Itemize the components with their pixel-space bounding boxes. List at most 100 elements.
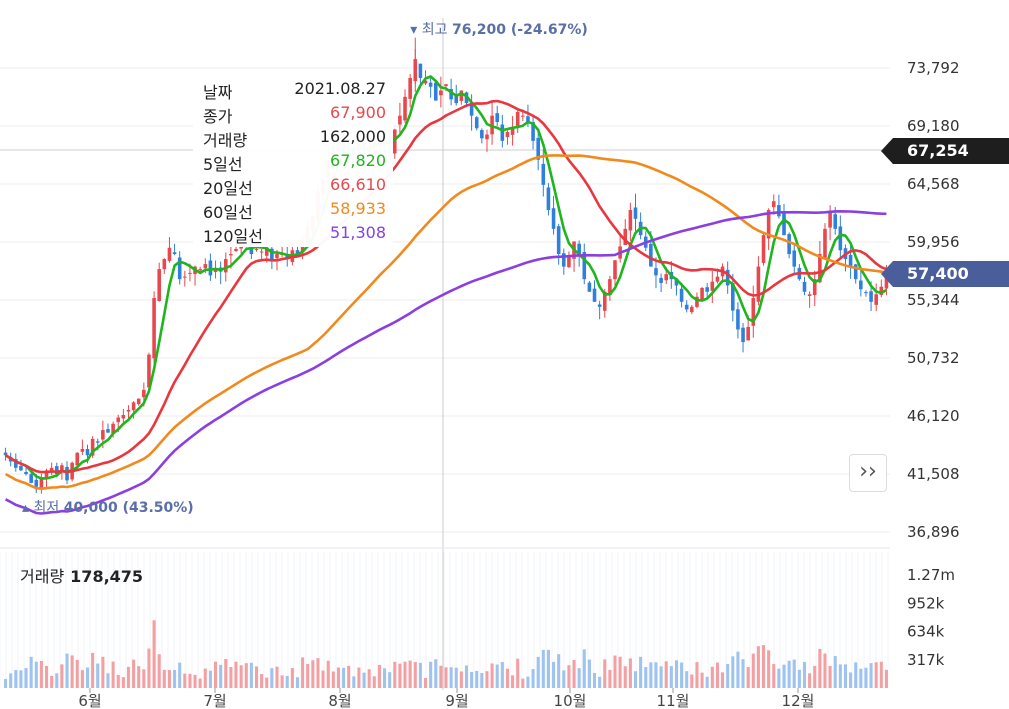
volume-bar — [869, 663, 873, 688]
volume-bar — [101, 656, 105, 688]
volume-bar — [132, 659, 136, 688]
candle-body — [469, 102, 474, 116]
candle-body — [690, 306, 694, 313]
tooltip-key: 거래량 — [203, 131, 248, 150]
candle-body — [515, 111, 520, 126]
volume-bar — [680, 662, 684, 688]
candle-body — [65, 466, 69, 481]
volume-bar — [454, 667, 458, 688]
candle-body — [24, 471, 28, 475]
volume-bar — [275, 666, 279, 688]
candle-body — [859, 280, 863, 290]
volume-bar — [459, 671, 463, 688]
volume-bar — [91, 652, 95, 688]
volume-bar — [203, 668, 207, 688]
candle-body — [664, 274, 669, 281]
volume-axis: 1.27m 952k 634k 317k — [907, 566, 955, 669]
month-label: 11월 — [657, 692, 690, 709]
volume-bar — [603, 659, 607, 688]
volume-bar — [797, 669, 801, 688]
candle-body — [725, 269, 730, 286]
ma-line — [4, 99, 887, 474]
volume-bar — [485, 671, 489, 688]
candle-body — [833, 214, 838, 229]
volume-bar — [613, 655, 617, 688]
candle-body — [75, 452, 80, 466]
tooltip-key: 20일선 — [203, 179, 253, 198]
candle-body — [142, 389, 146, 398]
volume-bar — [137, 666, 141, 688]
chevron-double-right-icon[interactable]: ›› — [849, 454, 887, 492]
volume-bar — [623, 666, 627, 688]
volume-bar — [96, 663, 100, 688]
tooltip-row-date: 날짜 2021.08.27 — [203, 79, 386, 103]
candle-body — [623, 228, 628, 245]
candle-body — [782, 213, 786, 236]
candle-body — [177, 257, 182, 280]
candle-body — [444, 84, 448, 87]
candle-body — [505, 132, 510, 138]
volume-bar — [347, 665, 351, 688]
price-tick-label: 59,956 — [907, 233, 960, 251]
tooltip-value: 51,308 — [330, 223, 386, 242]
candle-body — [157, 269, 161, 302]
volume-bar — [9, 673, 13, 688]
volume-bar — [403, 661, 407, 688]
candle-body — [577, 243, 581, 255]
candle-body — [44, 470, 49, 480]
volume-bar — [398, 663, 402, 688]
volume-bar — [669, 666, 673, 688]
candle-body — [392, 129, 397, 154]
volume-bar — [418, 662, 422, 688]
volume-bar — [587, 659, 591, 688]
tooltip-key: 120일선 — [203, 227, 263, 246]
candle-body — [167, 247, 172, 261]
candle-body — [761, 235, 766, 263]
candle-body — [526, 116, 530, 122]
volume-bar — [254, 666, 259, 688]
volume-bars — [4, 620, 888, 688]
volume-bar — [480, 673, 484, 688]
volume-bar — [377, 664, 381, 688]
candle-body — [700, 287, 704, 300]
tooltip-key: 종가 — [203, 107, 233, 126]
volume-bar — [321, 670, 325, 688]
volume-bar — [500, 661, 504, 688]
tooltip-row-ma5: 5일선 67,820 — [203, 151, 386, 175]
volume-bar — [423, 678, 428, 688]
volume-bar — [536, 656, 540, 688]
volume-bar — [75, 659, 79, 688]
candle-body — [633, 207, 638, 219]
volume-tick-label: 634k — [907, 623, 945, 641]
volume-bar — [505, 668, 509, 688]
candle-body — [766, 210, 771, 239]
candle-body — [746, 326, 750, 341]
volume-bar — [316, 658, 320, 688]
candle-body — [172, 252, 177, 255]
candle-body — [111, 423, 115, 434]
volume-bar — [823, 653, 827, 688]
volume-bar — [659, 666, 663, 688]
candle-body — [602, 291, 607, 311]
volume-bar — [70, 655, 74, 688]
candle-body — [828, 211, 832, 228]
volume-bar — [229, 667, 233, 688]
tooltip-row-volume: 거래량 162,000 — [203, 127, 386, 151]
volume-bar — [331, 671, 335, 688]
candle-body — [787, 234, 791, 255]
volume-bar — [239, 665, 243, 688]
candle-body — [136, 398, 141, 405]
volume-bar — [859, 668, 863, 688]
candle-body — [751, 298, 756, 326]
volume-bar — [726, 663, 730, 688]
candle-body — [433, 82, 438, 101]
volume-bar — [111, 661, 115, 688]
low-marker-value: 40,000 (43.50%) — [64, 500, 194, 516]
candle-body — [485, 134, 489, 140]
high-marker: ▾ 최고 76,200 (-24.67%) — [410, 22, 588, 38]
volume-bar — [828, 665, 832, 688]
volume-bar — [674, 660, 678, 688]
month-label: 8월 — [328, 692, 351, 709]
volume-bar — [470, 671, 474, 688]
